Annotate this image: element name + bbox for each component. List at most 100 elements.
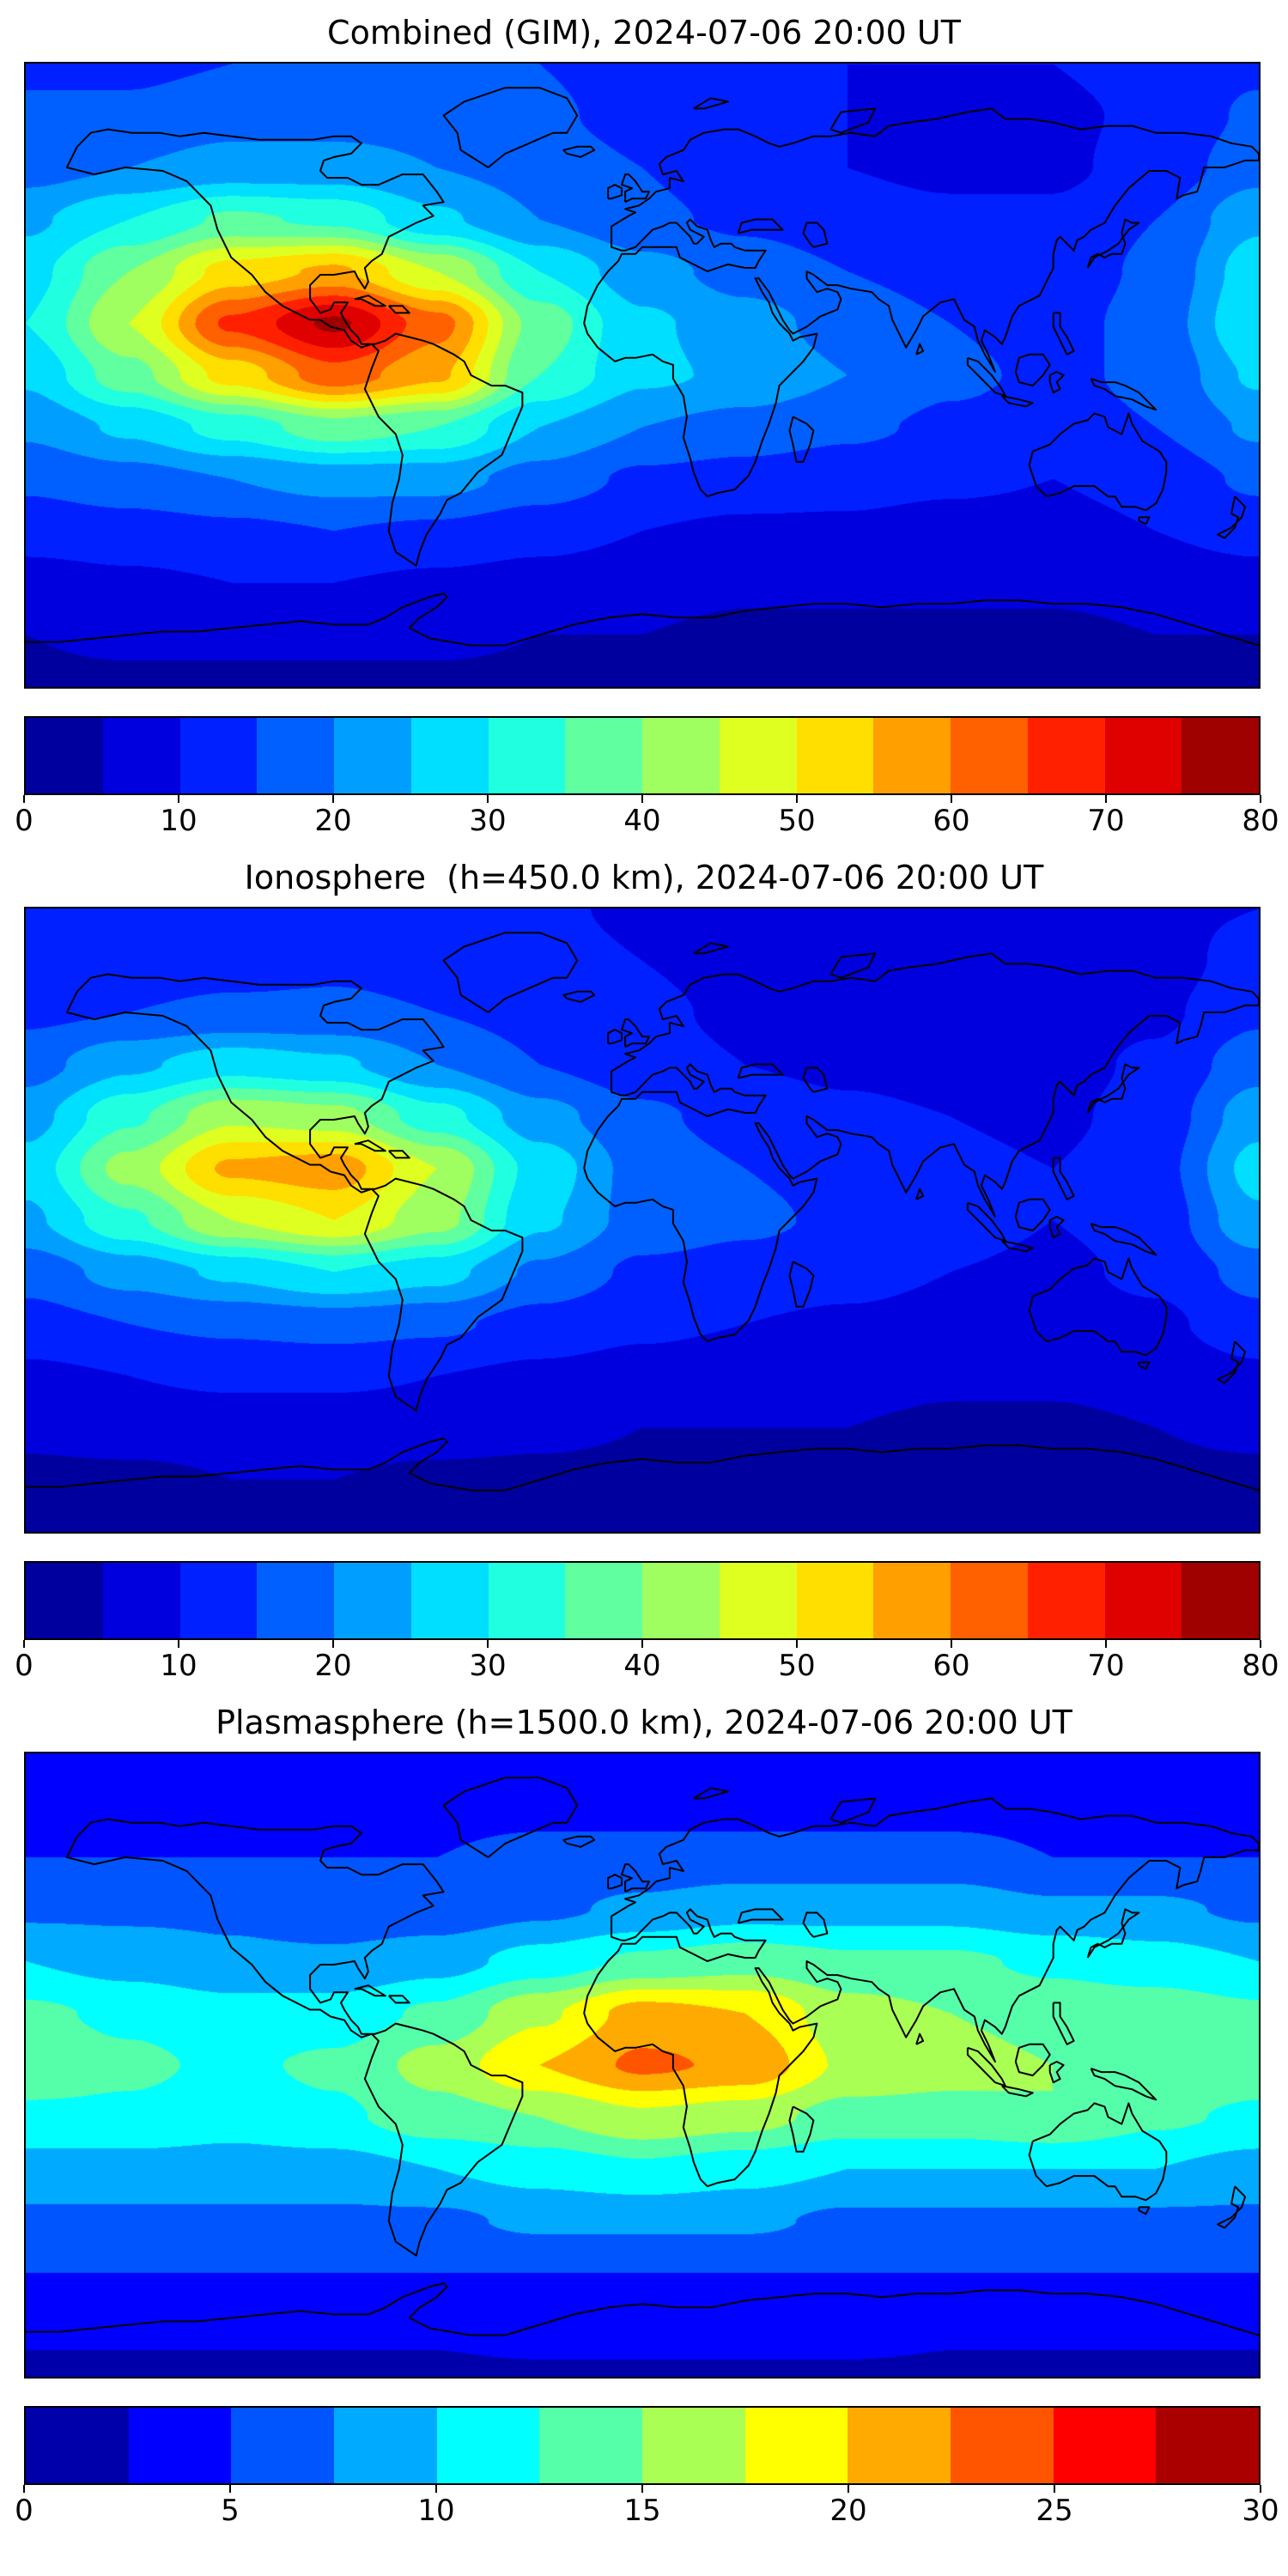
colorbar-tick-mark	[178, 1640, 179, 1648]
panel-title: Plasmasphere (h=1500.0 km), 2024-07-06 2…	[216, 1704, 1072, 1741]
colorbar-segment	[1156, 2408, 1260, 2483]
colorbar	[24, 2406, 1261, 2485]
colorbar-segment	[642, 1563, 720, 1638]
colorbar-segment	[128, 2408, 232, 2483]
colorbar-tick-mark	[178, 795, 179, 803]
colorbar-segment	[539, 2408, 643, 2483]
colorbar-segment	[410, 718, 489, 793]
panel-plasmasphere: Plasmasphere (h=1500.0 km), 2024-07-06 2…	[0, 1704, 1288, 2535]
colorbar-tick-label: 70	[1087, 1649, 1125, 1683]
colorbar-segment	[848, 2408, 951, 2483]
colorbar-tick-mark	[332, 1640, 334, 1648]
colorbar-tick-mark	[435, 2485, 437, 2493]
colorbar	[24, 1561, 1261, 1640]
colorbar-tick-label: 25	[1036, 2494, 1073, 2528]
colorbar-segment	[873, 718, 951, 793]
colorbar-segment	[102, 718, 180, 793]
colorbar-segment	[1182, 718, 1259, 793]
colorbar-segment	[436, 2408, 540, 2483]
colorbar-tick-mark	[23, 2485, 25, 2493]
colorbar-segment	[796, 718, 874, 793]
colorbar-tick-label: 40	[623, 1649, 661, 1683]
panel-combined-gim: Combined (GIM), 2024-07-06 20:00 UT 0 10 2…	[0, 14, 1288, 845]
colorbar-segment	[642, 2408, 745, 2483]
colorbar-tick-label: 30	[469, 804, 507, 838]
colorbar-tick-mark	[1260, 795, 1261, 803]
colorbar-tick-mark	[1105, 1640, 1107, 1648]
colorbar-segment	[179, 1563, 258, 1638]
colorbar-tick-label: 80	[1242, 1649, 1279, 1683]
tec-maps-figure: Combined (GIM), 2024-07-06 20:00 UT 0 10 2…	[0, 14, 1288, 2535]
colorbar-ticks: 0 10 20 30 40 50 60 70 80	[15, 1640, 1279, 1690]
colorbar-tick-mark	[1105, 795, 1107, 803]
colorbar-tick-mark	[951, 795, 952, 803]
colorbar-tick-mark	[641, 795, 643, 803]
colorbar-tick-label: 20	[829, 2494, 867, 2528]
colorbar-ticks: 0 5 10 15 20 25 30	[15, 2485, 1279, 2535]
colorbar-tick-mark	[487, 1640, 489, 1648]
colorbar-tick-label: 50	[778, 1649, 816, 1683]
colorbar-segment	[26, 2408, 129, 2483]
colorbar-tick-mark	[641, 2485, 643, 2493]
colorbar-segment	[26, 1563, 103, 1638]
world-map-combined	[24, 62, 1261, 689]
colorbar-tick-mark	[229, 2485, 231, 2493]
colorbar-tick-mark	[796, 795, 798, 803]
colorbar-segment	[1182, 1563, 1259, 1638]
colorbar	[24, 716, 1261, 795]
colorbar-tick-label: 0	[15, 2494, 33, 2528]
colorbar-segment	[102, 1563, 180, 1638]
colorbar-tick-mark	[23, 795, 25, 803]
colorbar-tick-label: 20	[314, 804, 352, 838]
colorbar-segment	[179, 718, 258, 793]
colorbar-tick-label: 15	[623, 2494, 661, 2528]
colorbar-tick-mark	[1054, 2485, 1055, 2493]
colorbar-segment	[796, 1563, 874, 1638]
colorbar-tick-label: 10	[417, 2494, 455, 2528]
colorbar-tick-label: 10	[160, 1649, 197, 1683]
colorbar-ticks: 0 10 20 30 40 50 60 70 80	[15, 795, 1279, 845]
colorbar-tick-label: 0	[15, 804, 33, 838]
colorbar-segment	[257, 1563, 334, 1638]
colorbar-tick-label: 60	[933, 804, 970, 838]
colorbar-segment	[488, 718, 566, 793]
colorbar-segment	[873, 1563, 951, 1638]
colorbar-segment	[410, 1563, 489, 1638]
colorbar-segment	[1027, 718, 1105, 793]
colorbar-tick-label: 20	[314, 1649, 352, 1683]
colorbar-tick-mark	[796, 1640, 798, 1648]
world-map-plasmasphere	[24, 1752, 1261, 2379]
colorbar-segment	[565, 1563, 642, 1638]
colorbar-segment	[951, 1563, 1028, 1638]
colorbar-tick-mark	[1260, 2485, 1261, 2493]
colorbar-tick-mark	[487, 795, 489, 803]
colorbar-segment	[719, 718, 797, 793]
colorbar-tick-mark	[332, 795, 334, 803]
world-map-ionosphere	[24, 907, 1261, 1534]
colorbar-tick-mark	[23, 1640, 25, 1648]
colorbar-segment	[488, 1563, 566, 1638]
colorbar-tick-label: 10	[160, 804, 197, 838]
colorbar-tick-label: 60	[933, 1649, 970, 1683]
colorbar-segment	[1053, 2408, 1157, 2483]
colorbar-segment	[951, 2408, 1054, 2483]
colorbar-segment	[744, 2408, 848, 2483]
colorbar-segment	[719, 1563, 797, 1638]
panel-title: Combined (GIM), 2024-07-06 20:00 UT	[327, 14, 961, 52]
colorbar-tick-label: 0	[15, 1649, 33, 1683]
colorbar-segment	[1104, 1563, 1182, 1638]
colorbar-tick-label: 5	[221, 2494, 240, 2528]
colorbar-tick-label: 30	[1242, 2494, 1279, 2528]
colorbar-segment	[257, 718, 334, 793]
colorbar-segment	[951, 718, 1028, 793]
panel-ionosphere: Ionosphere (h=450.0 km), 2024-07-06 20:0…	[0, 859, 1288, 1690]
tec-heatmap-canvas	[26, 1753, 1259, 2377]
colorbar-segment	[231, 2408, 335, 2483]
colorbar-segment	[1027, 1563, 1105, 1638]
colorbar-segment	[334, 2408, 437, 2483]
colorbar-tick-label: 70	[1087, 804, 1125, 838]
colorbar-tick-label: 80	[1242, 804, 1279, 838]
colorbar-segment	[334, 718, 411, 793]
colorbar-tick-label: 40	[623, 804, 661, 838]
colorbar-tick-mark	[848, 2485, 849, 2493]
